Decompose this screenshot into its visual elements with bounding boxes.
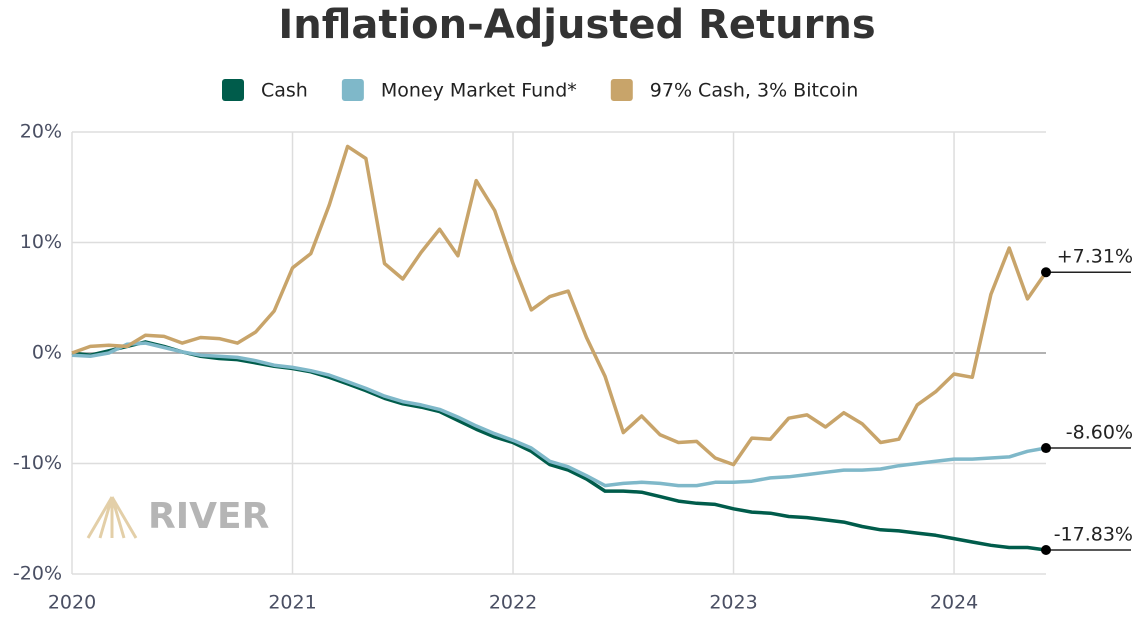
line-series (71, 340, 1047, 552)
end-point (1041, 545, 1051, 556)
end-label: -8.60% (1066, 422, 1133, 444)
x-tick-label: 2022 (489, 592, 537, 614)
y-tick-label: 20% (20, 121, 62, 143)
x-tick-label: 2023 (709, 592, 757, 614)
watermark-logo (86, 496, 138, 539)
y-tick-label: 10% (20, 231, 62, 253)
legend-item: Money Market Fund* (341, 79, 577, 102)
line-series (71, 144, 1048, 467)
end-label: +7.31% (1057, 246, 1133, 268)
x-tick-label: 2021 (268, 592, 316, 614)
legend-item: Cash (222, 79, 308, 102)
legend-swatch (610, 79, 633, 101)
x-tick-label: 2020 (48, 592, 96, 614)
legend-swatch (341, 79, 364, 101)
legend-swatch (222, 79, 244, 101)
chart-title: Inflation-Adjusted Returns (278, 2, 875, 48)
legend-label: Cash (261, 80, 308, 102)
watermark: RIVER (148, 496, 269, 537)
end-label: -17.83% (1054, 524, 1133, 546)
y-tick-label: -10% (13, 452, 62, 474)
logo-rays (86, 496, 138, 539)
x-tick-label: 2024 (930, 592, 978, 614)
end-point (1041, 267, 1051, 278)
end-point (1041, 443, 1051, 454)
line-series (71, 341, 1047, 488)
y-tick-label: 0% (32, 342, 62, 364)
y-tick-label: -20% (13, 563, 62, 585)
legend-label: Money Market Fund* (381, 80, 577, 102)
legend-label: 97% Cash, 3% Bitcoin (650, 80, 859, 102)
legend-item: 97% Cash, 3% Bitcoin (610, 79, 859, 102)
